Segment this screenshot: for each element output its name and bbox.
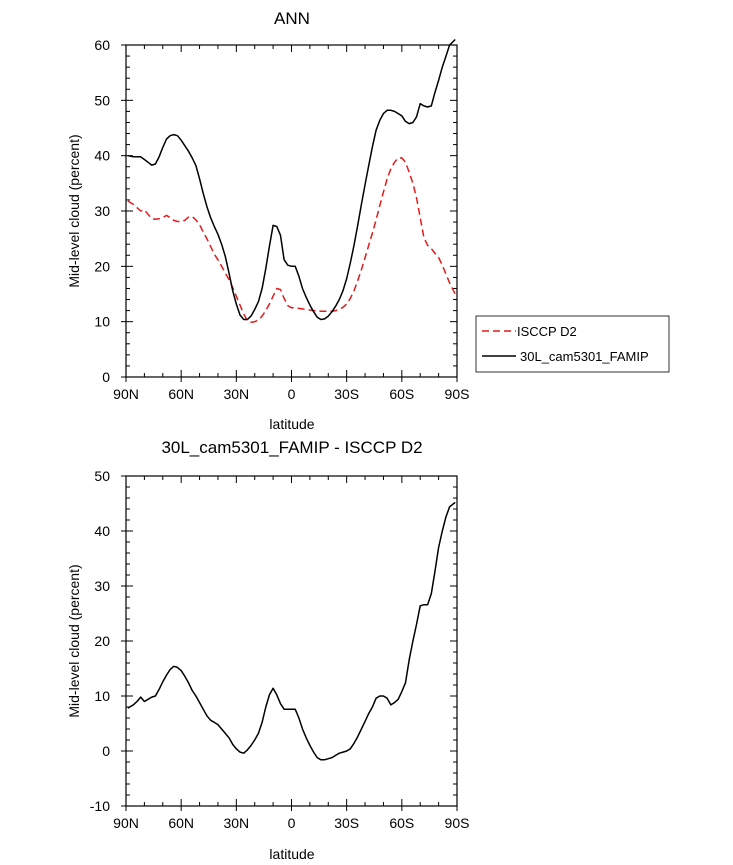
bottom-series-lines bbox=[127, 501, 456, 761]
x-tick-label: 60N bbox=[168, 815, 194, 831]
y-tick-label: 0 bbox=[102, 743, 110, 759]
y-tick-label: 40 bbox=[94, 523, 110, 539]
x-tick-label: 30S bbox=[334, 386, 359, 402]
y-tick-label: 10 bbox=[94, 688, 110, 704]
legend-label-cam: 30L_cam5301_FAMIP bbox=[520, 349, 649, 364]
x-tick-label: 90N bbox=[113, 815, 139, 831]
top-axis-ticks bbox=[121, 44, 458, 382]
top-x-tick-labels: 90N 60N 30N 0 30S 60S 90S bbox=[113, 386, 469, 402]
x-tick-label: 30N bbox=[223, 815, 249, 831]
y-tick-label: 50 bbox=[94, 92, 110, 108]
difference-line bbox=[127, 501, 456, 761]
top-y-axis-label: Mid-level cloud (percent) bbox=[66, 134, 82, 287]
y-tick-label: 0 bbox=[102, 369, 110, 385]
y-tick-label: 30 bbox=[94, 203, 110, 219]
y-tick-label: 40 bbox=[94, 148, 110, 164]
x-tick-label: 60S bbox=[389, 386, 414, 402]
bottom-x-axis-label: latitude bbox=[269, 846, 314, 862]
bottom-chart-title: 30L_cam5301_FAMIP - ISCCP D2 bbox=[161, 438, 422, 457]
x-tick-label: 0 bbox=[288, 815, 296, 831]
bottom-plot-frame bbox=[125, 475, 458, 807]
y-tick-label: 60 bbox=[94, 37, 110, 53]
y-tick-label: -10 bbox=[90, 798, 110, 814]
bottom-y-axis-label: Mid-level cloud (percent) bbox=[66, 564, 82, 717]
y-tick-label: 10 bbox=[94, 314, 110, 330]
y-tick-label: 20 bbox=[94, 258, 110, 274]
x-tick-label: 90N bbox=[113, 386, 139, 402]
x-tick-label: 90S bbox=[445, 815, 470, 831]
x-tick-label: 30S bbox=[334, 815, 359, 831]
bottom-x-tick-labels: 90N 60N 30N 0 30S 60S 90S bbox=[113, 815, 469, 831]
legend-label-isccp: ISCCP D2 bbox=[517, 324, 577, 339]
bottom-panel: 30L_cam5301_FAMIP - ISCCP D2 90N 60N 30N 0 3… bbox=[66, 438, 469, 862]
y-tick-label: 50 bbox=[94, 468, 110, 484]
bottom-axis-ticks bbox=[121, 475, 458, 811]
top-plot-frame bbox=[125, 44, 458, 378]
30l-cam5301-famip-line bbox=[127, 38, 456, 321]
isccp-d2-line bbox=[127, 157, 456, 323]
top-x-axis-label: latitude bbox=[269, 416, 314, 432]
y-tick-label: 30 bbox=[94, 578, 110, 594]
x-tick-label: 0 bbox=[288, 386, 296, 402]
y-tick-label: 20 bbox=[94, 633, 110, 649]
top-y-tick-labels: 0 10 20 30 40 50 60 bbox=[94, 37, 110, 385]
top-series-lines bbox=[127, 38, 456, 323]
x-tick-label: 60S bbox=[389, 815, 414, 831]
legend-box bbox=[475, 315, 670, 373]
top-panel: ANN 90N 60N 30N 0 30S 60S 90S 0 10 20 30 40 50 60 la… bbox=[66, 9, 469, 432]
x-tick-label: 90S bbox=[445, 386, 470, 402]
top-chart-title: ANN bbox=[274, 9, 310, 28]
x-tick-label: 60N bbox=[168, 386, 194, 402]
bottom-y-tick-labels: -10 0 10 20 30 40 50 bbox=[90, 468, 110, 814]
x-tick-label: 30N bbox=[223, 386, 249, 402]
legend: ISCCP D2 30L_cam5301_FAMIP bbox=[475, 315, 670, 373]
